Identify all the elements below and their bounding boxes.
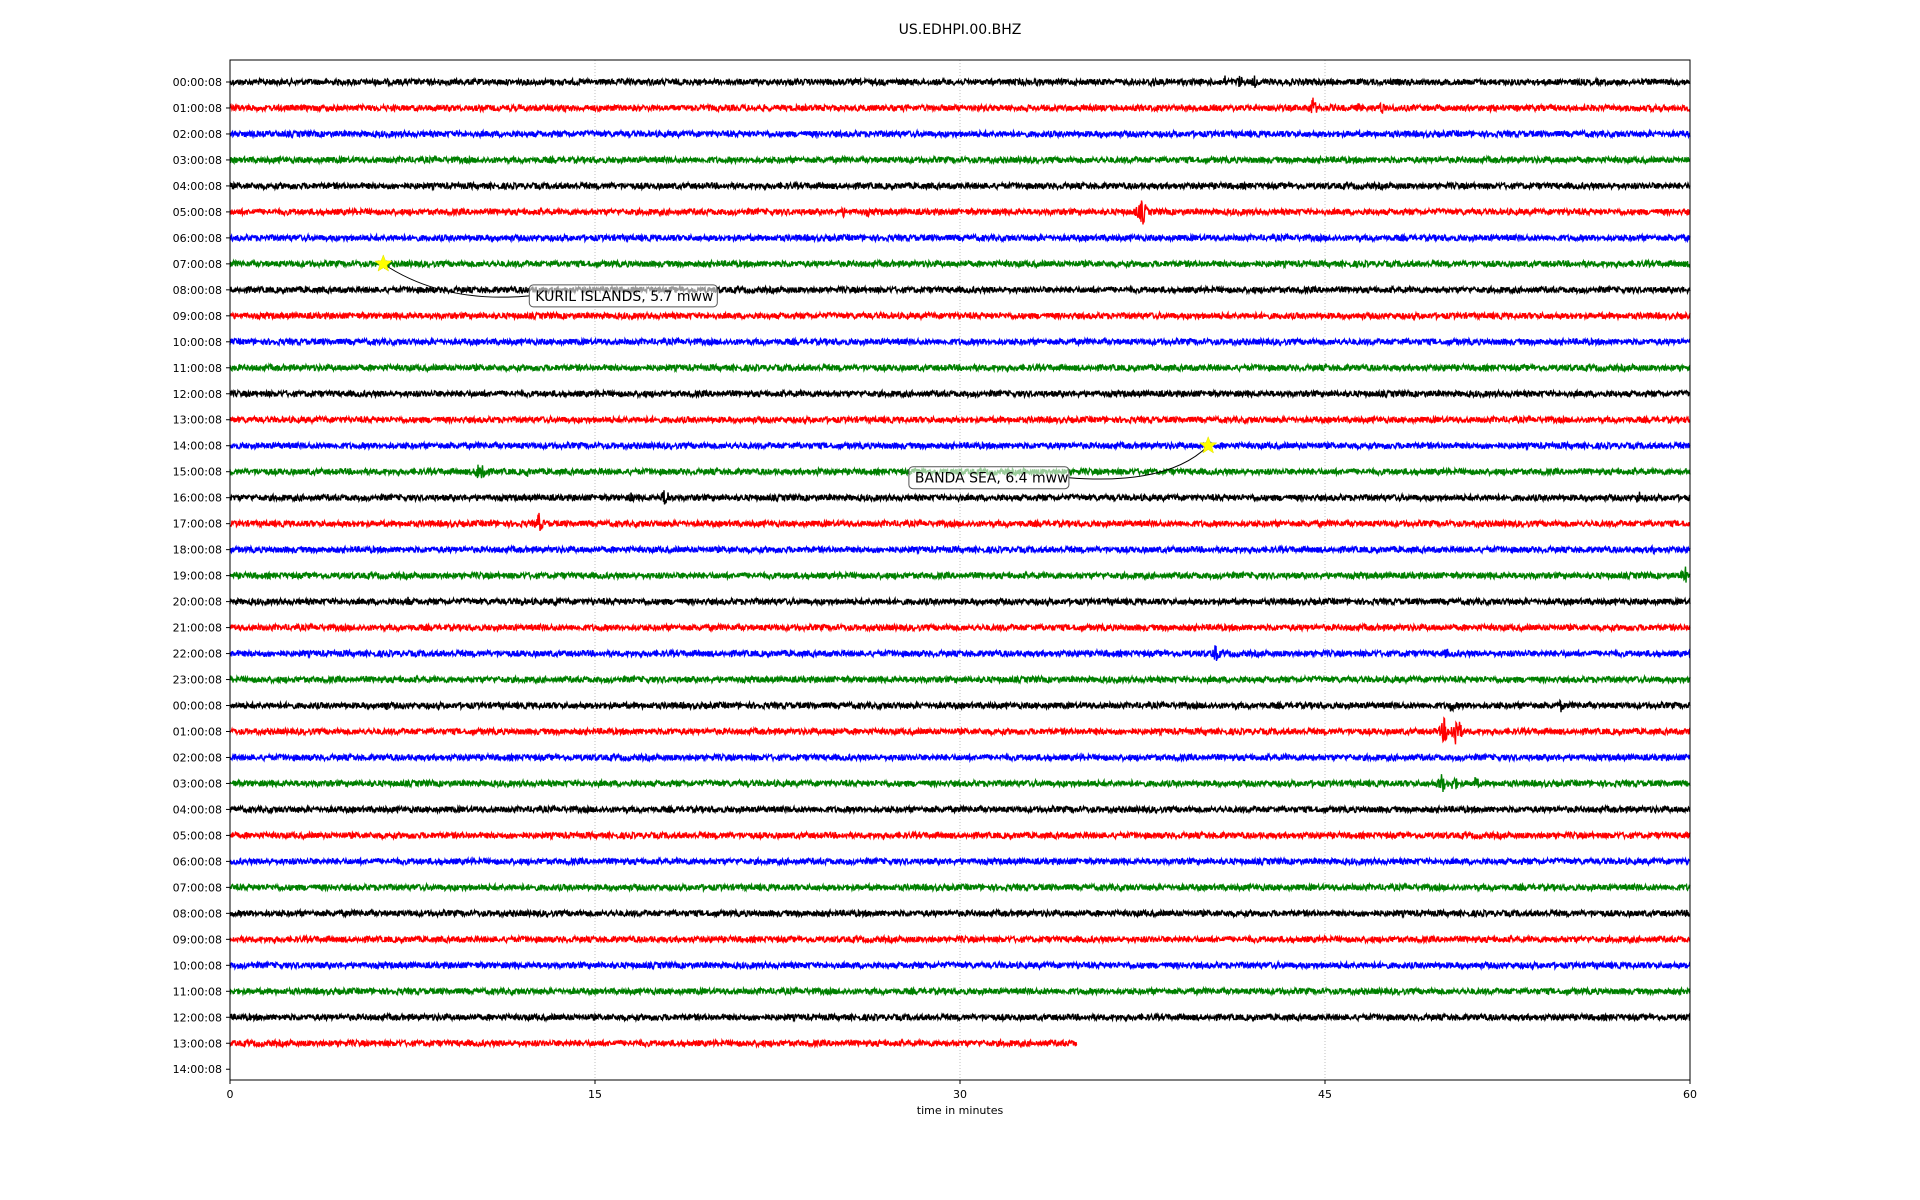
x-tick-label: 45 xyxy=(1318,1088,1332,1101)
annotation-box xyxy=(908,466,1070,490)
x-tick-label: 0 xyxy=(227,1088,234,1101)
trace-row-25 xyxy=(229,716,1691,745)
y-tick-label: 01:00:08 xyxy=(173,726,222,739)
trace-row-22 xyxy=(229,645,1691,662)
y-tick-label: 16:00:08 xyxy=(173,492,222,505)
trace-row-18 xyxy=(229,543,1691,556)
y-tick-label: 18:00:08 xyxy=(173,544,222,557)
trace-row-35 xyxy=(229,985,1691,997)
y-tick-label: 01:00:08 xyxy=(173,102,222,115)
trace-row-20 xyxy=(229,595,1691,608)
y-tick-label: 12:00:08 xyxy=(173,388,222,401)
y-tick-label: 12:00:08 xyxy=(173,1011,222,1024)
x-axis-label: time in minutes xyxy=(917,1104,1004,1117)
y-tick-label: 22:00:08 xyxy=(173,648,222,661)
trace-row-5 xyxy=(229,200,1691,225)
y-tick-label: 07:00:08 xyxy=(173,258,222,271)
trace-row-13 xyxy=(229,414,1691,426)
trace-row-16 xyxy=(229,490,1691,505)
y-tick-label: 14:00:08 xyxy=(173,440,222,453)
event-star-icon xyxy=(1198,435,1218,454)
y-tick-label: 00:00:08 xyxy=(173,700,222,713)
annotation-label: KURIL ISLANDS, 5.7 mww xyxy=(535,289,713,305)
trace-row-1 xyxy=(229,97,1691,115)
y-tick-label: 08:00:08 xyxy=(173,907,222,920)
event-star-icon xyxy=(374,254,393,272)
trace-row-14 xyxy=(229,440,1691,452)
y-tick-label: 10:00:08 xyxy=(173,336,222,349)
y-tick-label: 03:00:08 xyxy=(173,777,222,790)
trace-row-33 xyxy=(229,933,1691,945)
trace-row-3 xyxy=(229,154,1691,166)
trace-row-11 xyxy=(229,362,1691,374)
annotation-label: BANDA SEA, 6.4 mww xyxy=(915,471,1069,487)
trace-row-12 xyxy=(229,388,1691,400)
trace-row-7 xyxy=(229,258,1691,270)
trace-row-10 xyxy=(229,336,1691,348)
y-tick-label: 23:00:08 xyxy=(173,674,222,687)
trace-row-31 xyxy=(229,881,1691,894)
chart-title: US.EDHPI.00.BHZ xyxy=(898,22,1022,38)
trace-row-6 xyxy=(229,232,1691,244)
x-tick-label: 30 xyxy=(953,1088,967,1101)
annotation-box xyxy=(528,284,718,308)
y-tick-label: 04:00:08 xyxy=(173,180,222,193)
y-tick-label: 17:00:08 xyxy=(173,518,222,531)
trace-row-34 xyxy=(229,959,1691,972)
trace-row-8 xyxy=(229,284,1691,296)
y-tick-label: 00:00:08 xyxy=(173,76,222,89)
annotation-arrow xyxy=(1068,445,1209,480)
y-tick-label: 21:00:08 xyxy=(173,622,222,635)
y-tick-label: 10:00:08 xyxy=(173,959,222,972)
y-tick-label: 09:00:08 xyxy=(173,933,222,946)
y-tick-label: 07:00:08 xyxy=(173,881,222,894)
y-tick-label: 04:00:08 xyxy=(173,803,222,816)
y-tick-label: 08:00:08 xyxy=(173,284,222,297)
y-tick-label: 11:00:08 xyxy=(173,985,222,998)
y-tick-label: 03:00:08 xyxy=(173,154,222,167)
y-tick-label: 11:00:08 xyxy=(173,362,222,375)
trace-row-19 xyxy=(229,566,1691,583)
y-tick-label: 19:00:08 xyxy=(173,570,222,583)
y-tick-label: 15:00:08 xyxy=(173,466,222,479)
y-tick-label: 20:00:08 xyxy=(173,596,222,609)
y-tick-label: 02:00:08 xyxy=(173,751,222,764)
trace-row-9 xyxy=(229,310,1691,322)
trace-row-37 xyxy=(229,1037,1078,1049)
trace-row-36 xyxy=(229,1011,1691,1023)
y-tick-label: 02:00:08 xyxy=(173,128,222,141)
y-tick-label: 13:00:08 xyxy=(173,414,222,427)
y-tick-label: 05:00:08 xyxy=(173,829,222,842)
trace-row-4 xyxy=(229,180,1691,192)
trace-row-21 xyxy=(229,621,1691,634)
trace-row-17 xyxy=(229,512,1691,532)
trace-row-29 xyxy=(229,829,1691,842)
trace-row-23 xyxy=(229,673,1691,686)
trace-row-26 xyxy=(229,751,1691,764)
trace-row-2 xyxy=(229,128,1691,140)
y-tick-label: 13:00:08 xyxy=(173,1037,222,1050)
y-tick-label: 06:00:08 xyxy=(173,855,222,868)
x-tick-label: 60 xyxy=(1683,1088,1697,1101)
y-tick-label: 06:00:08 xyxy=(173,232,222,245)
annotation-arrow xyxy=(383,263,530,298)
trace-row-0 xyxy=(229,75,1691,88)
trace-row-27 xyxy=(229,774,1691,793)
y-tick-label: 05:00:08 xyxy=(173,206,222,219)
y-tick-label: 09:00:08 xyxy=(173,310,222,323)
trace-row-32 xyxy=(229,907,1691,919)
trace-row-30 xyxy=(229,855,1691,868)
trace-row-28 xyxy=(229,803,1691,815)
trace-row-24 xyxy=(229,698,1691,713)
x-tick-label: 15 xyxy=(588,1088,602,1101)
y-tick-label: 14:00:08 xyxy=(173,1063,222,1076)
